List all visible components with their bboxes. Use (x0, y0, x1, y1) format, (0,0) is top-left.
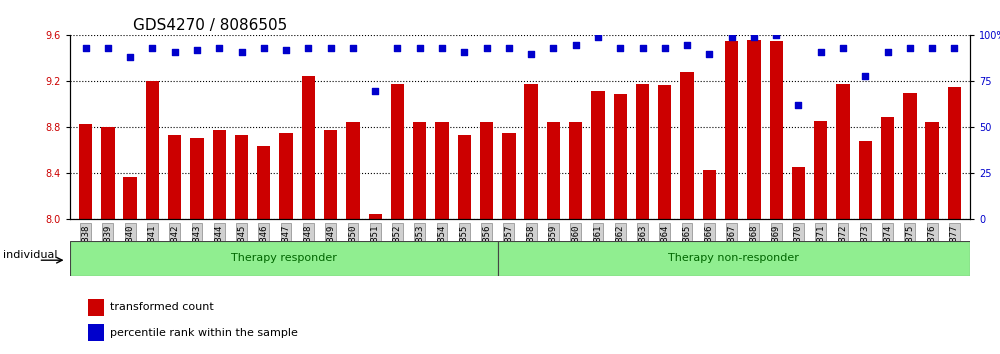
Point (412, 45, 428, 51)
Point (479, 45, 495, 51)
Point (924, 45, 940, 51)
Bar (614, 94, 627, 354)
Point (501, 45, 517, 51)
Bar (814, 121, 827, 354)
Bar (480, 122, 493, 354)
Bar (948, 87, 961, 354)
Text: transformed count: transformed count (110, 302, 214, 312)
Point (701, 51, 717, 57)
Bar (324, 130, 337, 354)
Bar (435, 122, 449, 354)
Point (78, 45, 94, 51)
Point (880, 49, 896, 55)
Bar (770, 41, 783, 354)
Point (724, 34, 740, 40)
Bar (703, 170, 716, 354)
Bar (413, 122, 426, 354)
Point (813, 49, 829, 55)
Point (590, 34, 606, 40)
Point (167, 49, 183, 55)
Point (568, 42, 584, 47)
Point (657, 45, 673, 51)
Bar (213, 130, 226, 354)
Bar (101, 127, 115, 354)
Point (946, 45, 962, 51)
Bar (346, 122, 360, 354)
Point (635, 45, 651, 51)
Bar (79, 124, 92, 354)
Point (612, 45, 628, 51)
Point (545, 45, 561, 51)
Point (768, 33, 784, 38)
Point (367, 88, 383, 93)
Point (389, 45, 405, 51)
Bar (859, 141, 872, 354)
Point (278, 47, 294, 53)
Bar (88, 299, 104, 316)
Bar (391, 84, 404, 354)
Point (256, 45, 272, 51)
Bar (190, 138, 204, 354)
Point (902, 45, 918, 51)
Point (323, 45, 339, 51)
Bar (881, 117, 894, 354)
Bar (524, 84, 538, 354)
Bar (302, 76, 315, 354)
Point (679, 42, 695, 47)
Point (300, 45, 316, 51)
Bar (502, 133, 516, 354)
Bar (925, 122, 939, 354)
Text: GDS4270 / 8086505: GDS4270 / 8086505 (133, 18, 287, 33)
Bar (792, 166, 805, 354)
Bar (235, 136, 248, 354)
Bar (569, 122, 582, 354)
Point (523, 51, 539, 57)
Bar (123, 177, 137, 354)
Point (434, 45, 450, 51)
Bar (369, 214, 382, 354)
Point (211, 45, 227, 51)
FancyBboxPatch shape (498, 241, 970, 276)
Point (790, 103, 806, 108)
Point (345, 45, 361, 51)
Point (835, 45, 851, 51)
Point (122, 55, 138, 60)
Text: individual: individual (4, 250, 58, 260)
Point (234, 49, 250, 55)
Text: Therapy non-responder: Therapy non-responder (668, 253, 799, 263)
Text: percentile rank within the sample: percentile rank within the sample (110, 328, 298, 338)
Bar (680, 72, 694, 354)
FancyBboxPatch shape (70, 241, 498, 276)
Bar (547, 122, 560, 354)
Point (189, 47, 205, 53)
Bar (458, 136, 471, 354)
Bar (146, 81, 159, 354)
Bar (88, 324, 104, 341)
Bar (168, 136, 181, 354)
Bar (747, 40, 761, 354)
Point (456, 49, 472, 55)
Bar (725, 41, 738, 354)
Bar (836, 84, 850, 354)
Point (857, 73, 873, 79)
Bar (903, 93, 917, 354)
Point (144, 45, 160, 51)
Bar (257, 146, 270, 354)
Text: Therapy responder: Therapy responder (231, 253, 337, 263)
Point (100, 45, 116, 51)
Point (746, 34, 762, 40)
Bar (636, 84, 649, 354)
Bar (591, 91, 605, 354)
Bar (279, 133, 293, 354)
Bar (658, 85, 671, 354)
